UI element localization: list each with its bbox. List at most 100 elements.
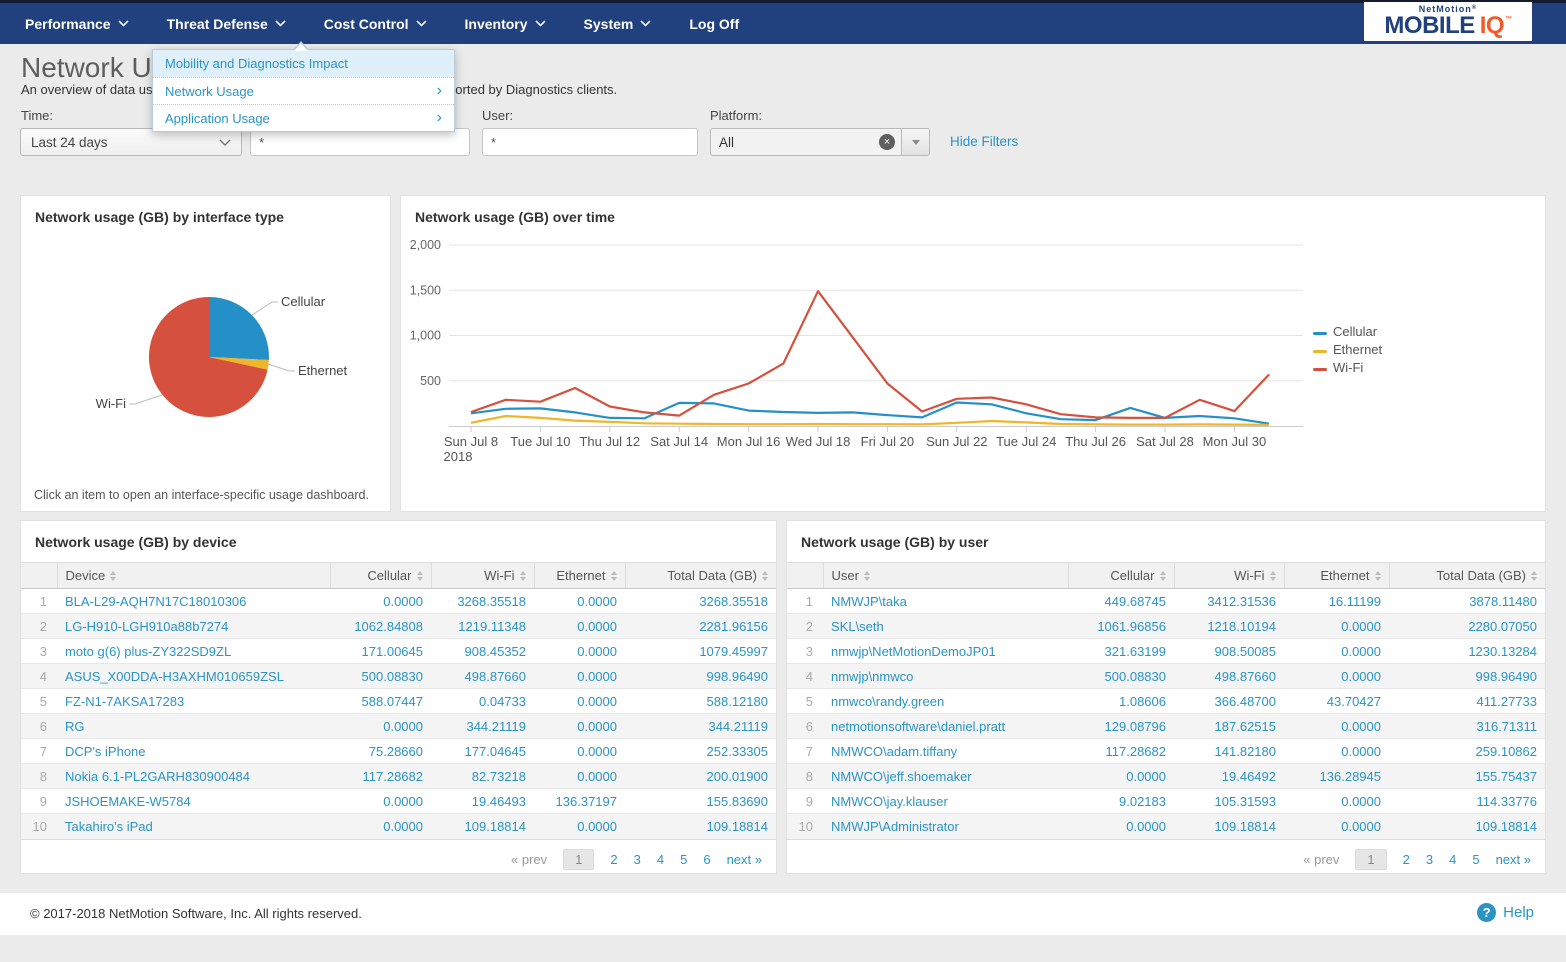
help-link[interactable]: ? Help bbox=[1477, 903, 1534, 922]
usage-value-cell: 0.0000 bbox=[330, 713, 431, 739]
usage-value-cell: 117.28682 bbox=[330, 763, 431, 789]
page-button[interactable]: 5 bbox=[1472, 851, 1480, 867]
platform-dropdown-button[interactable] bbox=[901, 129, 929, 155]
user-filter-input[interactable] bbox=[482, 128, 698, 156]
legend-item-cellular[interactable]: Cellular bbox=[1313, 324, 1378, 339]
device-link[interactable]: FZ-N1-7AKSA17283 bbox=[57, 688, 330, 714]
page-button[interactable]: 6 bbox=[703, 851, 711, 867]
usage-value-cell: 155.75437 bbox=[1389, 763, 1545, 789]
nav-item-cost-control[interactable]: Cost Control bbox=[305, 3, 446, 44]
page-button[interactable]: 2 bbox=[610, 851, 618, 867]
clear-filter-icon[interactable]: × bbox=[879, 134, 895, 150]
device-link[interactable]: moto g(6) plus-ZY322SD9ZL bbox=[57, 638, 330, 664]
column-header-ethernet[interactable]: Ethernet bbox=[533, 562, 625, 589]
column-header-label: Cellular bbox=[367, 568, 423, 583]
page-button[interactable]: 2 bbox=[1402, 851, 1410, 867]
usage-value-cell: 141.82180 bbox=[1174, 738, 1284, 764]
legend-item-wi-fi[interactable]: Wi-Fi bbox=[1313, 360, 1363, 375]
device-link[interactable]: LG-H910-LGH910a88b7274 bbox=[57, 613, 330, 639]
user-link[interactable]: nmwjp\NetMotionDemoJP01 bbox=[823, 638, 1068, 664]
usage-value-cell: 498.87660 bbox=[431, 663, 534, 689]
menu-item-label: Application Usage bbox=[165, 110, 270, 126]
pie-slice-wi-fi[interactable] bbox=[148, 297, 268, 417]
column-header-wi-fi[interactable]: Wi-Fi bbox=[1173, 562, 1284, 589]
prev-page-button[interactable]: « prev bbox=[1303, 851, 1340, 867]
next-page-button[interactable]: next » bbox=[1495, 851, 1531, 867]
legend-item-ethernet[interactable]: Ethernet bbox=[1313, 342, 1383, 357]
nav-item-inventory[interactable]: Inventory bbox=[446, 3, 565, 44]
device-link[interactable]: RG bbox=[57, 713, 330, 739]
copyright-text: © 2017-2018 NetMotion Software, Inc. All… bbox=[30, 906, 362, 921]
main-nav: Performance Threat Defense Cost Control Inv… bbox=[0, 0, 1566, 44]
column-header-device[interactable]: Device bbox=[56, 562, 330, 589]
page-button[interactable]: 3 bbox=[1425, 851, 1434, 867]
column-header-wi-fi[interactable]: Wi-Fi bbox=[430, 562, 534, 589]
next-page-button[interactable]: next » bbox=[726, 851, 762, 867]
usage-value-cell: 177.04645 bbox=[431, 738, 534, 764]
usage-value-cell: 498.87660 bbox=[1174, 663, 1284, 689]
nav-item-system[interactable]: System bbox=[565, 3, 671, 44]
chevron-down-icon bbox=[534, 20, 546, 27]
nav-item-log-off[interactable]: Log Off bbox=[670, 3, 758, 44]
row-index: 3 bbox=[21, 638, 57, 664]
device-link[interactable]: Nokia 6.1-PL2GARH830900484 bbox=[57, 763, 330, 789]
page-button[interactable]: 5 bbox=[680, 851, 688, 867]
table-row: 6 netmotionsoftware\daniel.pratt 129.08796… bbox=[787, 713, 1545, 739]
column-header-text: Wi-Fi bbox=[484, 568, 515, 583]
nav-item-threat-defense[interactable]: Threat Defense bbox=[148, 3, 305, 44]
user-link[interactable]: nmwco\randy.green bbox=[823, 688, 1068, 714]
nav-item-performance[interactable]: Performance bbox=[25, 3, 148, 44]
row-index: 10 bbox=[787, 813, 823, 839]
column-header-user[interactable]: User bbox=[822, 562, 1068, 589]
platform-filter-select[interactable]: All × bbox=[710, 128, 930, 156]
legend-swatch bbox=[1313, 368, 1327, 371]
table-row: 7 DCP's iPhone 75.28660 177.04645 0.0000 252.… bbox=[21, 738, 776, 764]
user-table-panel: Network usage (GB) by user User Cellular W… bbox=[786, 520, 1546, 874]
usage-value-cell: 1.08606 bbox=[1068, 688, 1174, 714]
time-filter-select[interactable]: Last 24 days bbox=[20, 128, 242, 156]
user-link[interactable]: SKL\seth bbox=[823, 613, 1068, 639]
pie-slice-cellular[interactable] bbox=[209, 297, 269, 360]
current-page-indicator[interactable]: 1 bbox=[563, 848, 595, 870]
user-link[interactable]: NMWCO\jeff.shoemaker bbox=[823, 763, 1068, 789]
submenu-arrow-icon: › bbox=[436, 109, 442, 126]
device-link[interactable]: BLA-L29-AQH7N17C18010306 bbox=[57, 588, 330, 614]
pie-slice-ethernet[interactable] bbox=[209, 357, 269, 370]
column-header-text: Device bbox=[65, 568, 106, 583]
prev-page-button[interactable]: « prev bbox=[511, 851, 548, 867]
device-link[interactable]: Takahiro's iPad bbox=[57, 813, 330, 839]
hide-filters-link[interactable]: Hide Filters bbox=[950, 134, 1019, 149]
submenu-arrow-icon: › bbox=[436, 82, 442, 99]
sort-down-arrow bbox=[1269, 576, 1276, 581]
column-header-total-data-gb[interactable]: Total Data (GB) bbox=[1388, 562, 1545, 589]
page-button[interactable]: 4 bbox=[1449, 851, 1457, 867]
user-link[interactable]: NMWCO\jay.klauser bbox=[823, 788, 1068, 814]
device-filter-input[interactable] bbox=[250, 128, 470, 156]
user-link[interactable]: NMWJP\Administrator bbox=[823, 813, 1068, 839]
device-link[interactable]: ASUS_X00DDA-H3AXHM010659ZSL bbox=[57, 663, 330, 689]
column-header-total-data-gb[interactable]: Total Data (GB) bbox=[624, 562, 776, 589]
menu-item-application-usage[interactable]: Application Usage › bbox=[153, 104, 454, 131]
user-link[interactable]: NMWJP\taka bbox=[823, 588, 1068, 614]
page-button[interactable]: 4 bbox=[656, 851, 665, 867]
column-header-label: Device bbox=[66, 568, 117, 583]
column-header-ethernet[interactable]: Ethernet bbox=[1283, 562, 1389, 589]
user-link[interactable]: netmotionsoftware\daniel.pratt bbox=[823, 713, 1068, 739]
device-usage-table: Device Cellular Wi-Fi Ethernet Total Data (G… bbox=[21, 562, 776, 839]
usage-value-cell: 9.02183 bbox=[1068, 788, 1174, 814]
time-filter-label: Time: bbox=[21, 108, 54, 123]
column-header-cellular[interactable]: Cellular bbox=[329, 562, 431, 589]
x-axis-tick-label: Mon Jul 30 bbox=[1203, 434, 1267, 449]
sort-up-arrow bbox=[416, 570, 423, 575]
current-page-indicator[interactable]: 1 bbox=[1355, 848, 1387, 870]
column-header-cellular[interactable]: Cellular bbox=[1067, 562, 1174, 589]
user-link[interactable]: NMWCO\adam.tiffany bbox=[823, 738, 1068, 764]
menu-item-network-usage[interactable]: Network Usage › bbox=[153, 77, 454, 104]
device-link[interactable]: DCP's iPhone bbox=[57, 738, 330, 764]
table-row: 1 NMWJP\taka 449.68745 3412.31536 16.11199 38… bbox=[787, 588, 1545, 614]
usage-value-cell: 259.10862 bbox=[1389, 738, 1545, 764]
page-button[interactable]: 3 bbox=[633, 851, 641, 867]
menu-item-mobility-and-diagnostics-impact[interactable]: Mobility and Diagnostics Impact bbox=[153, 50, 454, 77]
device-link[interactable]: JSHOEMAKE-W5784 bbox=[57, 788, 330, 814]
user-link[interactable]: nmwjp\nmwco bbox=[823, 663, 1068, 689]
